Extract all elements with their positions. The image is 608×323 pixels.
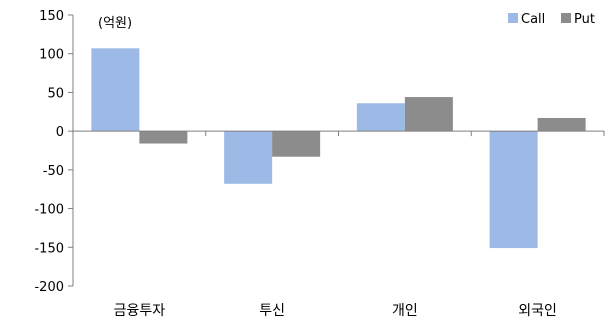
legend-swatch-put (561, 13, 571, 23)
legend-swatch-call (508, 13, 518, 23)
category-label: 외국인 (518, 303, 557, 319)
legend-label-put: Put (574, 12, 595, 27)
bars (91, 48, 585, 248)
y-tick-label: -150 (34, 241, 64, 256)
bar-call-0 (91, 48, 139, 131)
bar-call-1 (224, 131, 272, 184)
bar-put-3 (538, 118, 586, 131)
y-tick-label: 50 (47, 86, 64, 101)
bar-call-2 (357, 103, 405, 131)
unit-note: (억원) (98, 16, 132, 31)
category-label: 투신 (259, 303, 285, 319)
bar-put-1 (272, 131, 320, 157)
category-label: 개인 (392, 303, 418, 319)
y-tick-label: -100 (34, 203, 64, 218)
y-axis: 150 100 50 0 -50 -100 -150 -200 (34, 9, 73, 295)
y-tick-label: 150 (39, 9, 64, 24)
y-tick-label: 100 (39, 48, 64, 63)
bar-put-0 (139, 131, 187, 143)
x-axis-labels: 금융투자 투신 개인 외국인 (114, 303, 557, 319)
legend-label-call: Call (521, 12, 545, 27)
y-tick-label: 0 (56, 125, 64, 140)
category-label: 금융투자 (114, 303, 166, 319)
bar-put-2 (405, 97, 453, 131)
legend: Call Put (508, 12, 595, 27)
y-tick-label: -200 (34, 280, 64, 295)
y-tick-label: -50 (43, 164, 64, 179)
bar-call-3 (490, 131, 538, 248)
